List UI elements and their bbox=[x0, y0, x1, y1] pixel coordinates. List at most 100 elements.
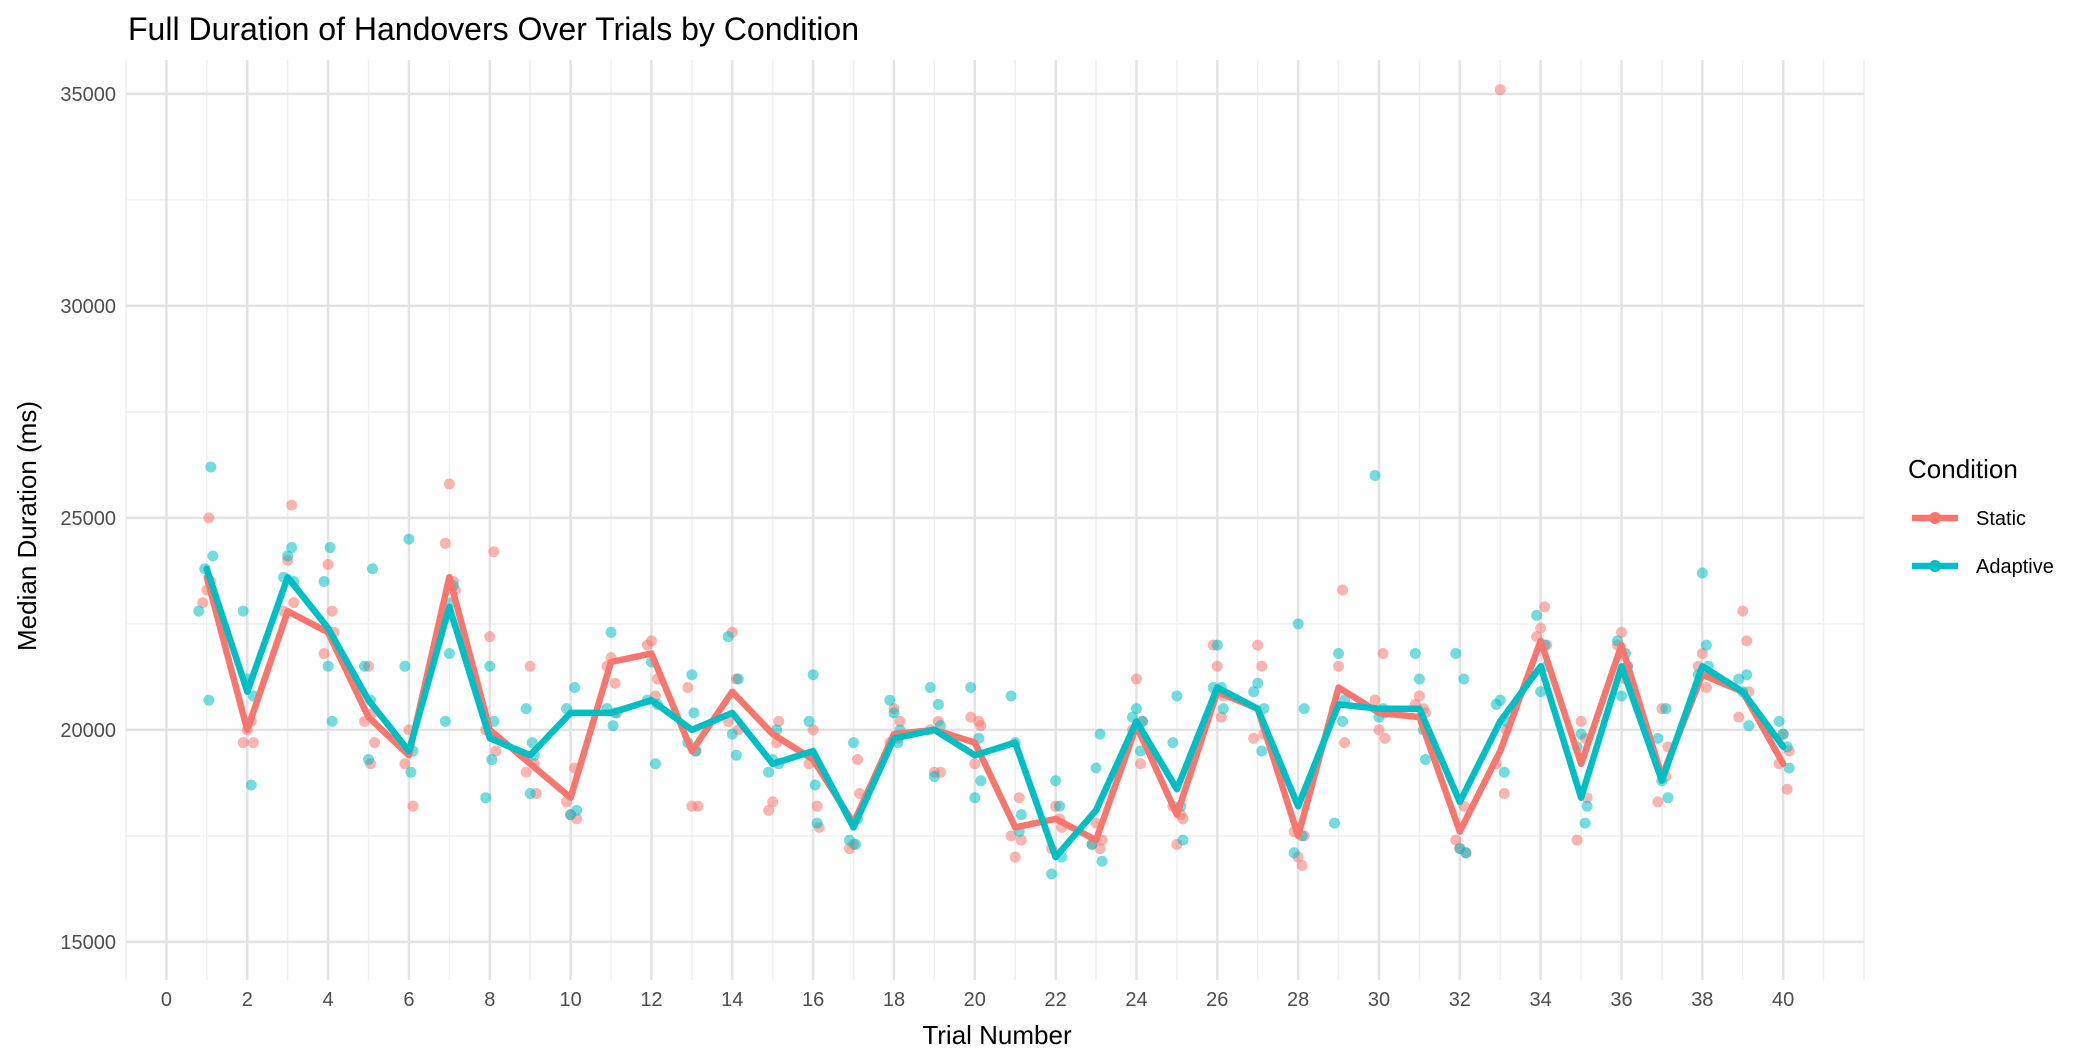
data-point-static bbox=[894, 715, 906, 727]
data-point-static bbox=[692, 800, 704, 812]
data-point-adaptive bbox=[965, 681, 977, 693]
data-point-adaptive bbox=[1741, 669, 1753, 681]
data-point-static bbox=[969, 758, 981, 770]
data-point-adaptive bbox=[1581, 800, 1593, 812]
x-tick-label: 4 bbox=[323, 989, 334, 1011]
data-point-static bbox=[1369, 694, 1381, 706]
data-point-static bbox=[399, 758, 411, 770]
data-point-adaptive bbox=[1333, 648, 1345, 660]
legend: Condition Static Adaptive bbox=[1908, 454, 2054, 578]
data-point-adaptive bbox=[1743, 720, 1755, 732]
legend-item-adaptive: Adaptive bbox=[1912, 556, 2054, 578]
data-point-static bbox=[488, 546, 500, 558]
data-point-adaptive bbox=[888, 707, 900, 719]
data-point-static bbox=[439, 537, 451, 549]
data-point-adaptive bbox=[649, 758, 661, 770]
y-tick-label: 25000 bbox=[60, 508, 116, 530]
data-point-static bbox=[1252, 639, 1264, 651]
data-point-static bbox=[1373, 724, 1385, 736]
data-point-static bbox=[318, 648, 330, 660]
data-point-static bbox=[286, 499, 298, 511]
data-point-static bbox=[520, 766, 532, 778]
x-tick-label: 20 bbox=[964, 989, 986, 1011]
data-point-static bbox=[1256, 660, 1268, 672]
x-tick-label: 18 bbox=[883, 989, 905, 1011]
data-point-static bbox=[1700, 681, 1712, 693]
data-point-static bbox=[1094, 843, 1106, 855]
data-point-adaptive bbox=[1369, 469, 1381, 481]
data-point-adaptive bbox=[763, 766, 775, 778]
x-tick-label: 32 bbox=[1449, 989, 1471, 1011]
data-point-static bbox=[1781, 783, 1793, 795]
data-point-static bbox=[1539, 601, 1551, 613]
data-point-adaptive bbox=[282, 550, 294, 562]
data-point-adaptive bbox=[1777, 728, 1789, 740]
data-point-adaptive bbox=[207, 550, 219, 562]
data-point-adaptive bbox=[1096, 855, 1108, 867]
data-point-static bbox=[1005, 830, 1017, 842]
data-point-adaptive bbox=[318, 575, 330, 587]
data-point-adaptive bbox=[1733, 673, 1745, 685]
data-point-static bbox=[1296, 860, 1308, 872]
data-point-static bbox=[1013, 792, 1025, 804]
data-point-adaptive bbox=[399, 660, 411, 672]
data-point-static bbox=[1379, 732, 1391, 744]
data-point-adaptive bbox=[730, 749, 742, 761]
data-point-static bbox=[288, 597, 300, 609]
data-point-static bbox=[369, 737, 381, 749]
data-point-adaptive bbox=[571, 804, 583, 816]
grid bbox=[125, 60, 1865, 980]
data-point-adaptive bbox=[1660, 703, 1672, 715]
data-point-adaptive bbox=[1005, 690, 1017, 702]
data-point-adaptive bbox=[484, 660, 496, 672]
data-point-adaptive bbox=[205, 461, 217, 473]
series-lines bbox=[203, 565, 1787, 861]
y-tick-label: 30000 bbox=[60, 296, 116, 318]
data-point-static bbox=[1494, 84, 1506, 96]
data-point-adaptive bbox=[803, 715, 815, 727]
data-point-static bbox=[322, 559, 334, 571]
x-tick-label: 12 bbox=[640, 989, 662, 1011]
data-point-adaptive bbox=[480, 792, 492, 804]
data-point-adaptive bbox=[1288, 847, 1300, 859]
data-point-static bbox=[1377, 648, 1389, 660]
data-point-adaptive bbox=[688, 707, 700, 719]
data-point-static bbox=[1535, 622, 1547, 634]
y-tick-label: 20000 bbox=[60, 720, 116, 742]
data-point-adaptive bbox=[1130, 703, 1142, 715]
data-point-adaptive bbox=[1615, 690, 1627, 702]
data-point-static bbox=[407, 800, 419, 812]
data-point-static bbox=[326, 605, 338, 617]
data-point-static bbox=[763, 804, 775, 816]
data-point-static bbox=[1215, 711, 1227, 723]
legend-title: Condition bbox=[1908, 454, 2018, 484]
data-point-adaptive bbox=[1575, 728, 1587, 740]
legend-key-point bbox=[1929, 512, 1941, 524]
data-point-adaptive bbox=[358, 660, 370, 672]
data-point-static bbox=[1339, 737, 1351, 749]
x-tick-label: 38 bbox=[1691, 989, 1713, 1011]
data-point-adaptive bbox=[1409, 648, 1421, 660]
x-tick-label: 40 bbox=[1772, 989, 1794, 1011]
data-point-adaptive bbox=[1652, 732, 1664, 744]
data-point-static bbox=[1741, 635, 1753, 647]
data-point-adaptive bbox=[520, 703, 532, 715]
data-point-static bbox=[645, 635, 657, 647]
data-point-static bbox=[1211, 660, 1223, 672]
y-tick-label: 35000 bbox=[60, 84, 116, 106]
data-point-static bbox=[1652, 796, 1664, 808]
data-point-adaptive bbox=[1090, 762, 1102, 774]
x-tick-label: 2 bbox=[242, 989, 253, 1011]
data-point-adaptive bbox=[975, 775, 987, 787]
data-point-adaptive bbox=[1579, 817, 1591, 829]
data-point-static bbox=[1248, 732, 1260, 744]
data-point-adaptive bbox=[726, 728, 738, 740]
data-point-static bbox=[767, 796, 779, 808]
data-point-adaptive bbox=[686, 669, 698, 681]
data-point-static bbox=[1498, 787, 1510, 799]
x-tick-label: 28 bbox=[1287, 989, 1309, 1011]
y-tick-label: 15000 bbox=[60, 932, 116, 954]
data-point-adaptive bbox=[1046, 868, 1058, 880]
data-point-adaptive bbox=[405, 766, 417, 778]
